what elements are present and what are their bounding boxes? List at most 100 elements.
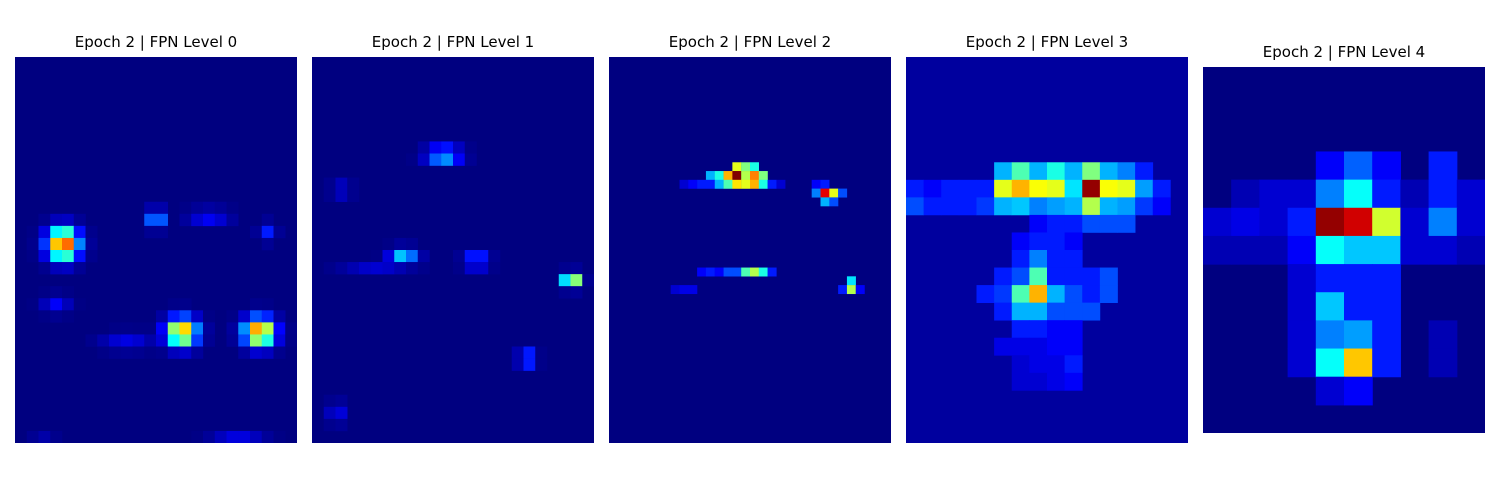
heatmap-cell	[85, 334, 98, 347]
panel-title: Epoch 2 | FPN Level 1	[371, 33, 535, 51]
panel-title: Epoch 2 | FPN Level 3	[965, 33, 1129, 51]
heatmap-cell	[335, 177, 348, 190]
heatmap-level-2	[609, 57, 891, 443]
heatmap-cell	[38, 250, 51, 263]
heatmap-cell	[238, 346, 251, 359]
heatmap-cell	[994, 302, 1013, 321]
heatmap-cell	[994, 267, 1013, 286]
heatmap-background	[609, 57, 891, 443]
heatmap-cell	[85, 225, 98, 239]
heatmap-cell	[767, 179, 777, 189]
heatmap-cell	[464, 262, 477, 275]
heatmap-cell	[73, 237, 86, 251]
heatmap-cell	[226, 322, 239, 335]
heatmap-cell	[1372, 292, 1401, 321]
heatmap-cell	[1047, 302, 1065, 321]
heatmap-cell	[179, 310, 192, 323]
heatmap-cell	[1428, 320, 1458, 350]
heatmap-cell	[73, 262, 86, 275]
heatmap-cell	[1082, 179, 1101, 198]
heatmap-cell	[1344, 264, 1373, 293]
heatmap-cell	[73, 225, 86, 239]
heatmap-cell	[1047, 162, 1065, 181]
heatmap-cell	[750, 179, 759, 189]
heatmap-cell	[261, 322, 274, 335]
heatmap-cell	[191, 430, 204, 443]
heatmap-cell	[250, 346, 262, 359]
heatmap-cell	[214, 430, 227, 443]
heatmap-cell	[1315, 207, 1345, 237]
heatmap-cell	[261, 310, 274, 323]
heatmap-cell	[723, 179, 733, 189]
heatmap-cell	[1152, 179, 1171, 198]
heatmap-cell	[85, 237, 98, 251]
heatmap-cell	[1099, 285, 1118, 303]
heatmap-cell	[1428, 207, 1458, 237]
heatmap-cell	[50, 286, 63, 299]
heatmap-cell	[179, 201, 192, 215]
heatmap-cell	[732, 267, 742, 277]
heatmap-cell	[38, 310, 51, 323]
heatmap-cell	[1011, 320, 1030, 339]
heatmap-cell	[1315, 376, 1345, 406]
heatmap-cell	[50, 213, 63, 227]
heatmap-cell	[714, 267, 724, 277]
heatmap-cell	[261, 213, 274, 227]
heatmap-cell	[476, 250, 489, 263]
heatmap-cell	[156, 213, 168, 227]
heatmap-cell	[62, 298, 74, 311]
heatmap-cell	[714, 171, 724, 180]
heatmap-cell	[38, 237, 51, 251]
heatmap-cell	[570, 262, 583, 275]
heatmap-cell	[906, 197, 924, 216]
heatmap-cell	[97, 346, 110, 359]
heatmap-cell	[1099, 162, 1118, 181]
heatmap-cell	[1011, 250, 1030, 268]
heatmap-cell	[453, 141, 465, 154]
heatmap-panel-level-2: Epoch 2 | FPN Level 2	[609, 31, 891, 443]
heatmap-cell	[723, 267, 733, 277]
heatmap-cell	[1099, 179, 1118, 198]
heatmap-cell	[250, 430, 262, 443]
heatmap-cell	[335, 406, 348, 420]
heatmap-cell	[417, 141, 430, 154]
heatmap-cell	[38, 225, 51, 239]
heatmap-cell	[120, 346, 133, 359]
heatmap-cell	[705, 267, 715, 277]
heatmap-cell	[370, 262, 383, 275]
heatmap-cell	[238, 430, 251, 443]
heatmap-cell	[429, 141, 442, 154]
heatmap-cell	[406, 153, 418, 166]
heatmap-cell	[1287, 264, 1317, 293]
heatmap-cell	[323, 262, 336, 275]
heatmap-cell	[1064, 285, 1083, 303]
heatmap-cell	[394, 262, 407, 275]
heatmap-cell	[1315, 151, 1345, 181]
heatmap-cell	[347, 189, 360, 202]
heatmap-cell	[1064, 267, 1083, 286]
heatmap-cell	[1203, 207, 1232, 237]
heatmap-cell	[1315, 235, 1345, 265]
heatmap-cell	[191, 201, 204, 215]
heatmap-cell	[273, 322, 286, 335]
heatmap-cell	[1082, 214, 1101, 233]
heatmap-panel-level-0: Epoch 2 | FPN Level 0	[15, 31, 297, 443]
heatmap-cell	[1344, 292, 1373, 321]
heatmap-cell	[1428, 151, 1458, 181]
heatmap-cell	[417, 153, 430, 166]
heatmap-cell	[1428, 179, 1458, 209]
heatmap-cell	[464, 250, 477, 263]
heatmap-cell	[1117, 179, 1136, 198]
heatmap-cell	[1029, 179, 1048, 198]
heatmap-cell	[1064, 355, 1083, 374]
heatmap-cell	[406, 237, 418, 251]
heatmap-cell	[250, 334, 262, 347]
heatmap-panel-level-1: Epoch 2 | FPN Level 1	[312, 31, 594, 443]
heatmap-cell	[1029, 337, 1048, 356]
heatmap-cell	[994, 162, 1013, 181]
heatmap-cell	[335, 418, 348, 432]
heatmap-cell	[1152, 197, 1171, 216]
heatmap-cell	[62, 262, 74, 275]
heatmap-cell	[1011, 197, 1030, 216]
heatmap-cell	[144, 322, 157, 335]
